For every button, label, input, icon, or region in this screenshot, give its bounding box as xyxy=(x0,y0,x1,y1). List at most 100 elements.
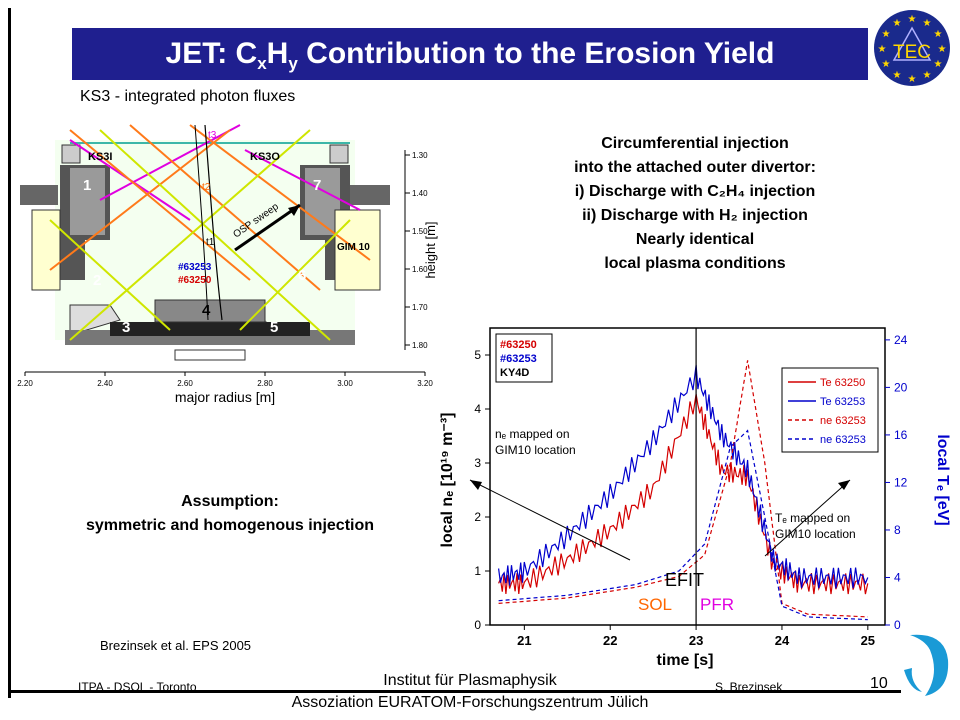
legend-series-label: Te 63250 xyxy=(820,377,865,389)
divertor-diagram: KS3I KS3O GIM 10 t1 t2 t3 OSP sweep #632… xyxy=(17,124,438,405)
y-left-tick-label: 5 xyxy=(474,348,481,362)
height-tick: 1.80 xyxy=(412,341,428,350)
height-tick: 1.70 xyxy=(412,303,428,312)
y-axis-left-label: local nₑ [10¹⁹ m⁻³] xyxy=(439,413,456,548)
series-line xyxy=(498,360,868,618)
logo-star: ★ xyxy=(893,18,902,29)
y-right-tick-label: 12 xyxy=(894,475,908,489)
label-t2: t2 xyxy=(202,182,211,193)
label-ks3i: KS3I xyxy=(88,151,112,163)
y-left-tick-label: 4 xyxy=(474,402,481,416)
annotation-te-mapped-1: Tₑ mapped on xyxy=(775,511,850,525)
injection-line: i) Discharge with C₂H₄ injection xyxy=(574,183,816,200)
label-t1: t1 xyxy=(206,237,215,248)
y-left-tick-label: 0 xyxy=(474,618,481,632)
tec-logo: ★ ★★★★★★★★★★★ TEC xyxy=(874,10,950,86)
label-shot-63253: #63253 xyxy=(178,262,212,273)
radius-tick: 2.20 xyxy=(17,379,33,388)
x-axis-label: time [s] xyxy=(657,652,714,669)
ne-arrow xyxy=(469,479,631,561)
label-ks3o: KS3O xyxy=(250,151,280,163)
y-right-tick-label: 16 xyxy=(894,428,908,442)
logo-star: ★ xyxy=(933,29,942,40)
tec-logo-text: TEC xyxy=(893,42,931,63)
region-1: 1 xyxy=(83,177,91,194)
jet-logo xyxy=(904,634,949,696)
logo-star: ★ xyxy=(933,59,942,70)
region-2: 2 xyxy=(93,272,101,289)
injection-description: Circumferential injection into the attac… xyxy=(500,132,890,276)
logo-star: ★ xyxy=(908,74,917,85)
x-tick-label: 22 xyxy=(603,633,617,648)
logo-star: ★ xyxy=(882,29,891,40)
y-left-tick-label: 1 xyxy=(474,564,481,578)
logo-star: ★ xyxy=(893,70,902,81)
height-tick: 1.60 xyxy=(412,265,428,274)
x-tick-label: 24 xyxy=(775,633,790,648)
region-4: 4 xyxy=(202,302,211,319)
y-left-tick-label: 2 xyxy=(474,510,481,524)
footer-author: S. Brezinsek xyxy=(715,680,783,694)
annotation-pfr: PFR xyxy=(700,595,734,614)
te-arrow xyxy=(764,479,851,557)
footer-inst-line2: Assoziation EURATOM-Forschungszentrum Jü… xyxy=(291,694,649,711)
assumption-body: symmetric and homogenous injection xyxy=(85,517,375,534)
y-right-tick-label: 8 xyxy=(894,523,901,537)
assumption-heading: Assumption: xyxy=(181,493,279,510)
x-tick-label: 23 xyxy=(689,633,703,648)
slide-frame-bottom xyxy=(8,690,901,693)
footer-inst-line1: Institut für Plasmaphysik xyxy=(383,672,557,689)
radius-tick: 2.60 xyxy=(177,379,193,388)
injection-line: Circumferential injection xyxy=(601,135,789,152)
y-right-tick-label: 0 xyxy=(894,618,901,632)
citation: Brezinsek et al. EPS 2005 xyxy=(100,638,252,653)
region-7: 7 xyxy=(313,177,321,194)
assumption-text: Assumption: symmetric and homogenous inj… xyxy=(20,490,440,538)
annotation-efit: EFIT xyxy=(665,570,704,590)
legend-ky4d: KY4D xyxy=(500,367,529,379)
footer-institute: Institut für Plasmaphysik Assoziation EU… xyxy=(290,670,650,714)
logo-star: ★ xyxy=(882,59,891,70)
logo-star: ★ xyxy=(878,44,887,55)
legend-shot-63253: #63253 xyxy=(500,353,537,365)
legend-series-label: ne 63253 xyxy=(820,434,866,446)
shot-legend xyxy=(495,333,553,383)
x-tick-label: 25 xyxy=(861,633,875,648)
footer-left: ITPA - DSOL - Toronto xyxy=(78,680,197,694)
injection-line: into the attached outer divertor: xyxy=(574,159,816,176)
annotation-ne-mapped-2: GIM10 location xyxy=(495,443,576,457)
diagram-heading: KS3 - integrated photon fluxes xyxy=(80,88,296,105)
y-right-tick-label: 20 xyxy=(894,380,908,394)
injection-line: ii) Discharge with H₂ injection xyxy=(582,207,808,224)
legend-series-label: ne 63253 xyxy=(820,415,866,427)
y-right-tick-label: 24 xyxy=(894,333,908,347)
y-axis-right-label: local Tₑ [eV] xyxy=(934,434,951,525)
height-tick: 1.30 xyxy=(412,151,428,160)
injection-line: local plasma conditions xyxy=(604,255,786,272)
label-t3: t3 xyxy=(208,130,217,141)
injection-line: Nearly identical xyxy=(635,231,755,248)
label-shot-63250: #63250 xyxy=(178,275,212,286)
annotation-ne-mapped-1: nₑ mapped on xyxy=(495,427,570,441)
series-line xyxy=(498,429,868,621)
page-number: 10 xyxy=(870,675,888,692)
logo-star: ★ xyxy=(923,70,932,81)
height-tick: 1.40 xyxy=(412,189,428,198)
legend-series-label: Te 63253 xyxy=(820,396,865,408)
slide-frame-left xyxy=(8,8,11,698)
radius-tick: 3.00 xyxy=(337,379,353,388)
logo-star: ★ xyxy=(908,14,917,25)
height-axis-label: height [m] xyxy=(423,221,438,278)
radius-tick: 2.80 xyxy=(257,379,273,388)
logo-star: ★ xyxy=(923,18,932,29)
annotation-te-mapped-2: GIM10 location xyxy=(775,527,856,541)
annotation-sol: SOL xyxy=(638,595,672,614)
radius-tick: 3.20 xyxy=(417,379,433,388)
plot-area xyxy=(489,327,886,626)
label-gim: GIM 10 xyxy=(337,242,370,253)
slide-title: JET: CxHy Contribution to the Erosion Yi… xyxy=(72,28,868,80)
region-5: 5 xyxy=(270,319,278,336)
radius-tick: 2.40 xyxy=(97,379,113,388)
series-line xyxy=(498,364,869,589)
